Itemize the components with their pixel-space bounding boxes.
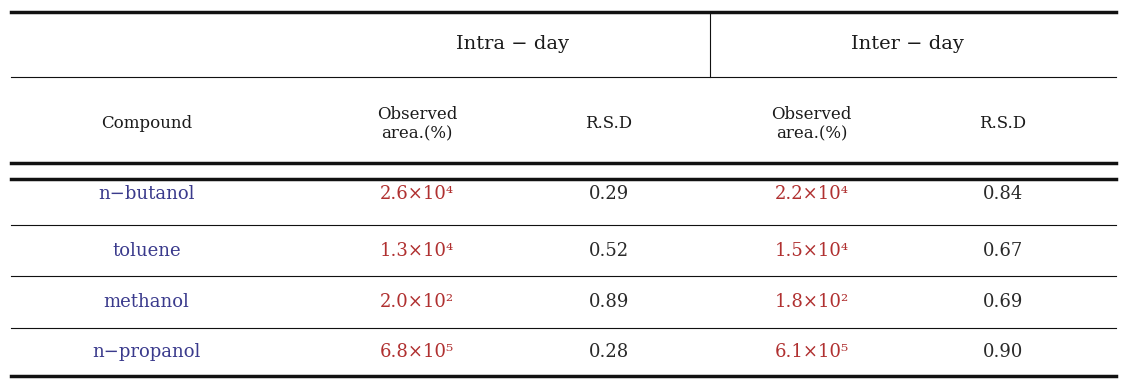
- Text: Observed
area.(%): Observed area.(%): [771, 106, 852, 142]
- Text: 0.84: 0.84: [983, 185, 1023, 203]
- Text: 6.1×10⁵: 6.1×10⁵: [774, 343, 849, 361]
- Text: 0.28: 0.28: [588, 343, 629, 361]
- Text: 0.29: 0.29: [588, 185, 629, 203]
- Text: n−butanol: n−butanol: [98, 185, 195, 203]
- Text: 0.89: 0.89: [588, 293, 629, 311]
- Text: R.S.D: R.S.D: [585, 115, 632, 132]
- Text: 0.90: 0.90: [983, 343, 1023, 361]
- Text: Observed
area.(%): Observed area.(%): [376, 106, 458, 142]
- Text: 2.6×10⁴: 2.6×10⁴: [380, 185, 454, 203]
- Text: Compound: Compound: [101, 115, 192, 132]
- Text: toluene: toluene: [113, 242, 180, 260]
- Text: 0.67: 0.67: [983, 242, 1023, 260]
- Text: 2.0×10²: 2.0×10²: [380, 293, 454, 311]
- Text: 1.8×10²: 1.8×10²: [774, 293, 849, 311]
- Text: Inter − day: Inter − day: [851, 35, 964, 53]
- Text: 6.8×10⁵: 6.8×10⁵: [380, 343, 454, 361]
- Text: R.S.D: R.S.D: [979, 115, 1027, 132]
- Text: methanol: methanol: [104, 293, 189, 311]
- Text: 1.3×10⁴: 1.3×10⁴: [380, 242, 454, 260]
- Text: 2.2×10⁴: 2.2×10⁴: [774, 185, 849, 203]
- Text: 1.5×10⁴: 1.5×10⁴: [774, 242, 849, 260]
- Text: n−propanol: n−propanol: [92, 343, 201, 361]
- Text: 0.69: 0.69: [983, 293, 1023, 311]
- Text: 0.52: 0.52: [588, 242, 629, 260]
- Text: Intra − day: Intra − day: [456, 35, 569, 53]
